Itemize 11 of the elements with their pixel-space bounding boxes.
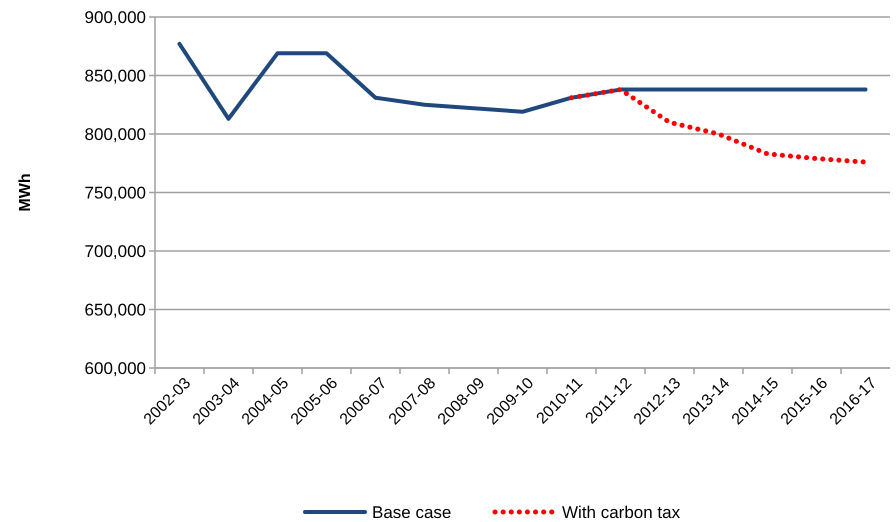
y-tick-label: 800,000	[84, 124, 146, 144]
y-tick-label: 900,000	[84, 8, 146, 27]
legend-label: With carbon tax	[562, 502, 681, 522]
legend-label: Base case	[372, 502, 452, 522]
y-tick-label: 750,000	[84, 183, 146, 202]
y-axis-title: MWh	[17, 173, 34, 212]
y-tick-label: 850,000	[84, 66, 146, 86]
y-tick-label: 700,000	[84, 242, 146, 261]
y-tick-label: 600,000	[84, 358, 146, 378]
y-tick-label: 650,000	[84, 300, 146, 320]
line-series	[178, 42, 868, 121]
